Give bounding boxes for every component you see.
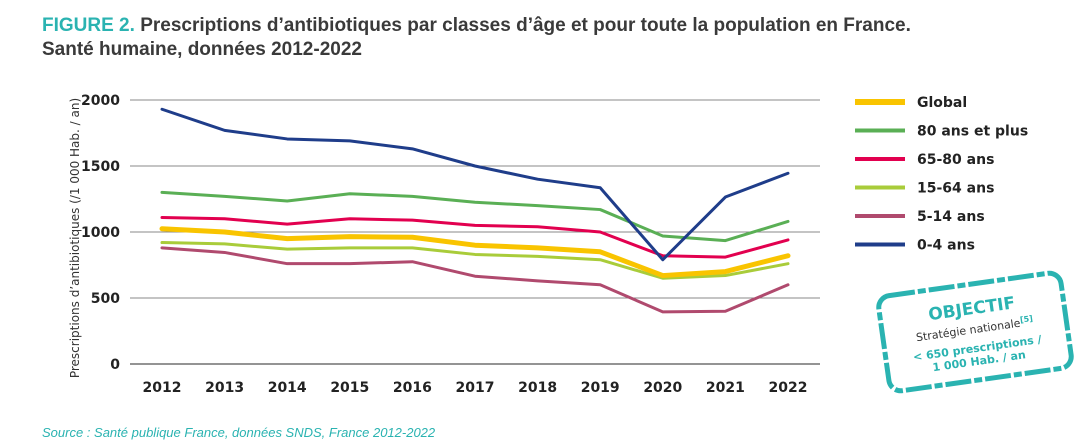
x-tick-label: 2013 xyxy=(205,380,244,396)
stamp-border xyxy=(876,270,1074,394)
series-line-global xyxy=(159,226,791,279)
legend-label: 65-80 ans xyxy=(917,152,994,168)
x-tick-label: 2021 xyxy=(706,380,745,396)
x-tick-label: 2019 xyxy=(581,380,620,396)
x-axis-ticks: 2012 2013 2014 2015 2016 2017 2018 2019 2020 2021… xyxy=(143,380,808,396)
legend-label: 0-4 ans xyxy=(917,238,975,254)
legend-item: 65-80 ans xyxy=(855,152,994,168)
y-tick-label: 2000 xyxy=(81,93,120,109)
x-tick-label: 2016 xyxy=(393,380,432,396)
chart-title: FIGURE 2. Prescriptions d’antibiotiques … xyxy=(42,14,1042,62)
series-line-0-4-ans xyxy=(160,107,790,262)
x-tick-label: 2020 xyxy=(643,380,682,396)
legend-item: 0-4 ans xyxy=(855,238,975,254)
y-axis-ticks: 0 500 1000 1500 2000 xyxy=(81,93,120,373)
legend-item: Global xyxy=(855,95,967,111)
stamp-reference: [5] xyxy=(1019,314,1033,325)
legend-label: 80 ans et plus xyxy=(917,124,1028,140)
x-tick-label: 2012 xyxy=(143,380,182,396)
x-tick-label: 2014 xyxy=(268,380,307,396)
x-tick-label: 2022 xyxy=(769,380,808,396)
y-tick-label: 0 xyxy=(110,357,120,373)
x-tick-label: 2018 xyxy=(518,380,557,396)
legend-item: 5-14 ans xyxy=(855,209,985,225)
legend: Global 80 ans et plus 65-80 ans 15-64 ans 5-… xyxy=(855,95,1028,254)
legend-item: 15-64 ans xyxy=(855,181,994,197)
series-line-15-64-ans xyxy=(160,241,790,280)
figure-label: FIGURE 2. xyxy=(42,15,135,36)
x-tick-label: 2017 xyxy=(456,380,495,396)
series-line-5-14-ans xyxy=(160,246,790,314)
legend-label: 15-64 ans xyxy=(917,181,994,197)
series-line-65-80-ans xyxy=(160,215,790,259)
source-note: Source : Santé publique France, données … xyxy=(42,425,436,440)
y-tick-label: 1500 xyxy=(81,159,120,175)
objective-stamp: OBJECTIF Stratégie nationale[5] < 650 pr… xyxy=(876,270,1074,394)
legend-label: Global xyxy=(917,95,967,111)
x-tick-label: 2015 xyxy=(330,380,369,396)
y-tick-label: 500 xyxy=(91,291,120,307)
title-line-1: Prescriptions d’antibiotiques par classe… xyxy=(140,15,911,36)
legend-label: 5-14 ans xyxy=(917,209,985,225)
y-axis-label: Prescriptions d’antibiotiques (/1 000 Ha… xyxy=(68,98,82,378)
title-line-2: Santé humaine, données 2012-2022 xyxy=(42,39,362,60)
legend-item: 80 ans et plus xyxy=(855,124,1028,140)
y-tick-label: 1000 xyxy=(81,225,120,241)
series-lines xyxy=(159,107,791,314)
